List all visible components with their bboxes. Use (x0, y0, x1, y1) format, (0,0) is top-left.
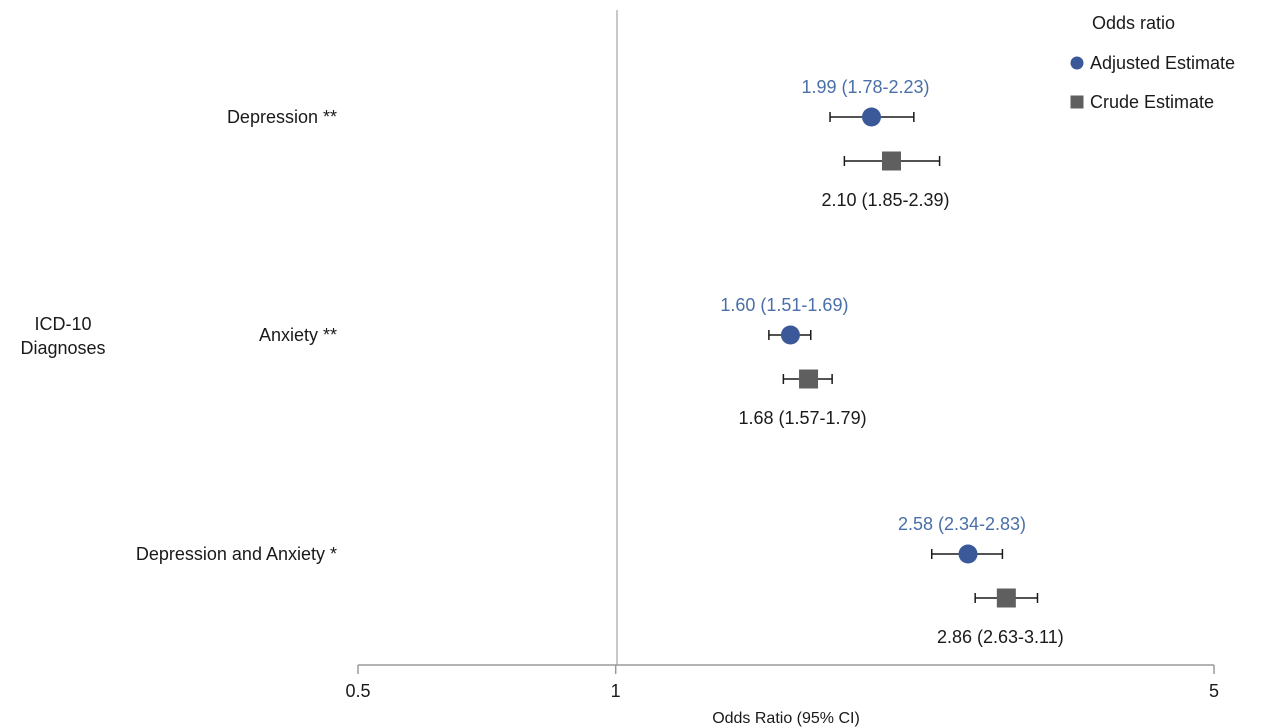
y-axis-label-line: ICD-10 (34, 314, 91, 334)
estimate-label: 2.10 (1.85-2.39) (821, 190, 949, 210)
y-axis-label: ICD-10 Diagnoses (20, 314, 105, 358)
data-marks: 1.99 (1.78-2.23) 1.60 (1.51-1.69) 2.58 (2.… (720, 77, 1063, 647)
estimate-label: 2.86 (2.63-3.11) (937, 627, 1064, 647)
estimate-label: 2.58 (2.34-2.83) (898, 514, 1026, 534)
legend-marker-adjusted (1070, 56, 1084, 70)
category-label: Depression and Anxiety * (136, 544, 337, 564)
x-axis-label: Odds Ratio (95% CI) (712, 710, 860, 727)
crude-estimate-point (799, 369, 819, 389)
legend-title: Odds ratio (1092, 13, 1175, 33)
category-label: Anxiety ** (259, 325, 337, 345)
x-tick-label: 5 (1209, 681, 1219, 701)
legend-label: Crude Estimate (1090, 92, 1214, 112)
x-tick-label: 1 (611, 681, 621, 701)
x-tick-label: 0.5 (345, 681, 370, 701)
adjusted-estimate-point (958, 544, 978, 564)
category-labels: Depression ** Anxiety ** Depression and An… (136, 107, 337, 564)
legend-label: Adjusted Estimate (1090, 53, 1235, 73)
crude-estimate-point (882, 151, 902, 171)
adjusted-estimate-point (861, 107, 881, 127)
legend-marker-crude (1070, 95, 1084, 109)
category-label: Depression ** (227, 107, 337, 127)
x-ticks: 0.5 1 5 (345, 665, 1219, 701)
estimate-label: 1.68 (1.57-1.79) (738, 408, 866, 428)
adjusted-estimate-point (780, 325, 800, 345)
legend: Odds ratio Adjusted Estimate Crude Estima… (1070, 13, 1235, 112)
crude-estimate-point (996, 588, 1016, 608)
estimate-label: 1.60 (1.51-1.69) (720, 295, 848, 315)
y-axis-label-line: Diagnoses (20, 338, 105, 358)
estimate-label: 1.99 (1.78-2.23) (801, 77, 929, 97)
